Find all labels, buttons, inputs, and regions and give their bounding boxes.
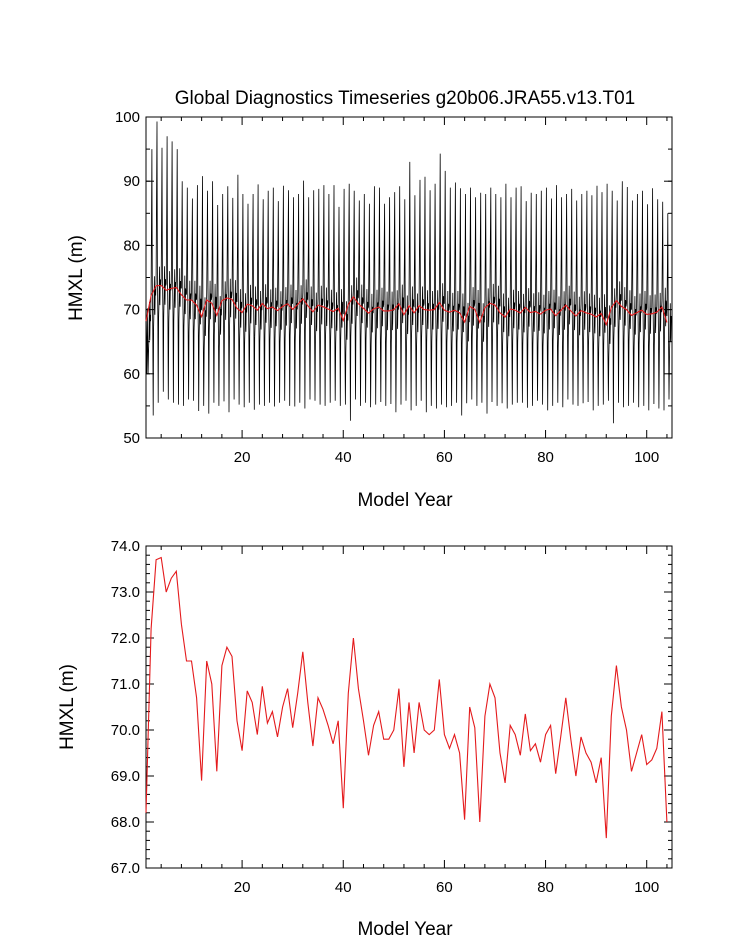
x-tick-label: 40 xyxy=(335,449,352,466)
y-tick-label: 67.0 xyxy=(111,860,140,877)
y-tick-label: 100 xyxy=(115,109,140,126)
bottom-x-axis-label: Model Year xyxy=(357,919,453,940)
x-tick-label: 80 xyxy=(537,449,554,466)
top-chart-title: Global Diagnostics Timeseries g20b06.JRA… xyxy=(175,88,635,109)
x-tick-label: 20 xyxy=(234,879,251,896)
bottom-series-group xyxy=(145,556,668,839)
y-tick-label: 74.0 xyxy=(111,538,140,555)
top-chart-panel: Global Diagnostics Timeseries g20b06.JRA… xyxy=(66,88,673,511)
monthly-series-line xyxy=(145,121,672,424)
annual-mean-series-line xyxy=(145,556,668,839)
y-tick-label: 70.0 xyxy=(111,722,140,739)
y-tick-label: 71.0 xyxy=(111,676,140,693)
top-series-group xyxy=(145,121,672,424)
x-tick-label: 40 xyxy=(335,879,352,896)
y-tick-label: 80 xyxy=(123,237,140,254)
y-tick-label: 73.0 xyxy=(111,584,140,601)
y-tick-label: 70 xyxy=(123,302,140,319)
x-tick-label: 80 xyxy=(537,879,554,896)
y-tick-label: 68.0 xyxy=(111,814,140,831)
y-tick-label: 60 xyxy=(123,366,140,383)
bottom-y-axis-label: HMXL (m) xyxy=(57,664,78,750)
x-tick-label: 100 xyxy=(634,449,659,466)
annual-mean-series-line xyxy=(145,284,668,327)
y-tick-label: 72.0 xyxy=(111,630,140,647)
x-tick-label: 60 xyxy=(436,449,453,466)
y-tick-label: 50 xyxy=(123,430,140,447)
top-x-axis-label: Model Year xyxy=(357,490,453,511)
bottom-chart-panel: 20 40 60 80 100 67.0 68.0 69.0 70.0 71.0 72.0 73.0 7… xyxy=(57,538,673,940)
top-axes: 20 40 60 80 100 50 60 70 80 90 100 xyxy=(115,109,672,466)
x-tick-label: 100 xyxy=(634,879,659,896)
y-tick-label: 69.0 xyxy=(111,768,140,785)
x-tick-label: 20 xyxy=(234,449,251,466)
bottom-plot-frame xyxy=(145,545,673,869)
bottom-axes: 20 40 60 80 100 67.0 68.0 69.0 70.0 71.0 72.0 73.0 7… xyxy=(111,538,672,896)
top-y-axis-label: HMXL (m) xyxy=(66,235,87,321)
y-tick-label: 90 xyxy=(123,173,140,190)
x-tick-label: 60 xyxy=(436,879,453,896)
